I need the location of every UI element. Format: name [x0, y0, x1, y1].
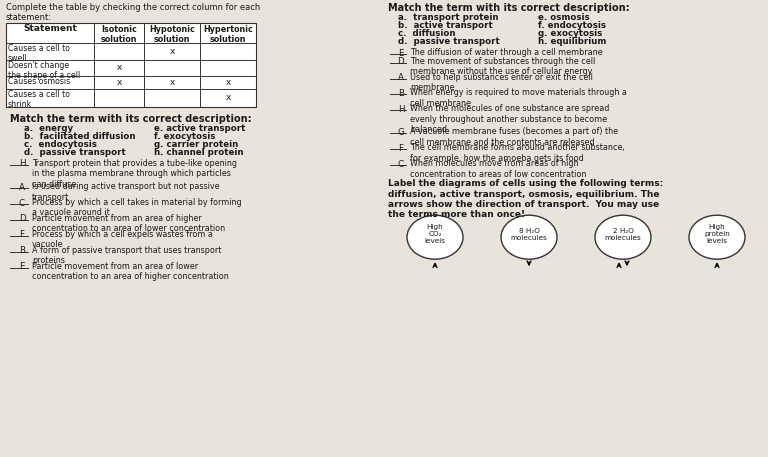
Text: E: E: [399, 48, 404, 58]
Text: Hypotonic
solution: Hypotonic solution: [149, 25, 195, 44]
Text: b.  facilitated diffusion: b. facilitated diffusion: [24, 132, 135, 141]
Text: Hypertonic
solution: Hypertonic solution: [203, 25, 253, 44]
Text: Particle movement from an area of lower
concentration to an area of higher conce: Particle movement from an area of lower …: [32, 261, 229, 281]
Text: x: x: [116, 78, 121, 87]
Text: b.  active transport: b. active transport: [398, 21, 493, 30]
Text: a.  transport protein: a. transport protein: [398, 13, 498, 22]
Text: x: x: [225, 78, 230, 87]
Text: Particle movement from an area of higher
concentration to an area of lower conce: Particle movement from an area of higher…: [32, 214, 225, 234]
Text: g. exocytosis: g. exocytosis: [538, 29, 602, 38]
Text: The diffusion of water through a cell membrane: The diffusion of water through a cell me…: [410, 48, 603, 57]
Text: Doesn't change
the shape of a cell: Doesn't change the shape of a cell: [8, 61, 80, 80]
Text: x: x: [169, 47, 174, 56]
Text: A vacuole membrane fuses (becomes a part of) the
cell membrane and the contents : A vacuole membrane fuses (becomes a part…: [410, 128, 618, 147]
Text: H: H: [398, 105, 404, 114]
Text: d.  passive transport: d. passive transport: [24, 148, 126, 157]
Text: B: B: [398, 89, 404, 98]
Text: When molecules move from areas of high
concentration to areas of low concentrati: When molecules move from areas of high c…: [410, 159, 587, 179]
Ellipse shape: [501, 215, 557, 259]
Text: 8 H₂O
molecules: 8 H₂O molecules: [511, 228, 548, 241]
Text: High
CO₂
levels: High CO₂ levels: [425, 224, 445, 244]
Text: Used to help substances enter or exit the cell
membrane: Used to help substances enter or exit th…: [410, 73, 593, 92]
Text: e. active transport: e. active transport: [154, 124, 245, 133]
Text: x: x: [225, 94, 230, 102]
Text: Causes osmosis: Causes osmosis: [8, 77, 70, 86]
Text: Process by which a cell expels wastes from a
vacuole: Process by which a cell expels wastes fr…: [32, 230, 213, 249]
Text: G: G: [398, 128, 405, 137]
Text: x: x: [116, 64, 121, 73]
Text: When the molecules of one substance are spread
evenly throughout another substan: When the molecules of one substance are …: [410, 104, 609, 134]
Text: A: A: [398, 73, 404, 82]
Text: f. endocytosis: f. endocytosis: [538, 21, 606, 30]
Bar: [6, 23, 256, 107]
Ellipse shape: [595, 215, 651, 259]
Text: B: B: [19, 246, 25, 255]
Text: 2 H₂O
molecules: 2 H₂O molecules: [604, 228, 641, 241]
Text: Process by which a cell takes in material by forming
a vacuole around it: Process by which a cell takes in materia…: [32, 198, 242, 218]
Text: c.  diffusion: c. diffusion: [398, 29, 455, 38]
Text: Match the term with its correct description:: Match the term with its correct descript…: [10, 114, 252, 124]
Text: F: F: [399, 144, 403, 153]
Text: D: D: [18, 214, 25, 223]
Text: A form of passive transport that uses transport
proteins: A form of passive transport that uses tr…: [32, 246, 221, 265]
Text: C: C: [398, 160, 404, 169]
Text: x: x: [169, 78, 174, 87]
Text: High
protein
levels: High protein levels: [704, 224, 730, 244]
Text: D: D: [398, 57, 405, 66]
Text: Match the term with its correct description:: Match the term with its correct descript…: [388, 3, 630, 13]
Text: h. channel protein: h. channel protein: [154, 148, 243, 157]
Text: a.  energy: a. energy: [24, 124, 73, 133]
Text: The cell membrane forms around another substance,
for example, how the amoeba ge: The cell membrane forms around another s…: [410, 143, 624, 163]
Text: When energy is required to move materials through a
cell membrane: When energy is required to move material…: [410, 89, 627, 108]
Text: g. carrier protein: g. carrier protein: [154, 140, 238, 149]
Text: Transport protein that provides a tube-like opening
in the plasma membrane throu: Transport protein that provides a tube-l…: [32, 159, 237, 189]
Text: F: F: [19, 230, 25, 239]
Text: H: H: [18, 159, 25, 169]
Text: Is used during active transport but not passive
transport: Is used during active transport but not …: [32, 182, 220, 202]
Text: E: E: [19, 262, 25, 271]
Text: f. exocytosis: f. exocytosis: [154, 132, 215, 141]
Text: The movement of substances through the cell
membrane without the use of cellular: The movement of substances through the c…: [410, 57, 595, 76]
Text: d.  passive transport: d. passive transport: [398, 37, 500, 46]
Text: Statement: Statement: [23, 24, 77, 33]
Text: Label the diagrams of cells using the following terms:
diffusion, active transpo: Label the diagrams of cells using the fo…: [388, 179, 664, 219]
Text: Isotonic
solution: Isotonic solution: [101, 25, 137, 44]
Text: A: A: [19, 183, 25, 191]
Text: e. osmosis: e. osmosis: [538, 13, 590, 22]
Text: Causes a cell to
shrink: Causes a cell to shrink: [8, 90, 70, 109]
Text: C: C: [19, 198, 25, 207]
Text: Complete the table by checking the correct column for each
statement:: Complete the table by checking the corre…: [6, 3, 260, 22]
Ellipse shape: [689, 215, 745, 259]
Ellipse shape: [407, 215, 463, 259]
Text: c.  endocytosis: c. endocytosis: [24, 140, 97, 149]
Text: Causes a cell to
swell: Causes a cell to swell: [8, 44, 70, 64]
Text: h. equilibrium: h. equilibrium: [538, 37, 607, 46]
